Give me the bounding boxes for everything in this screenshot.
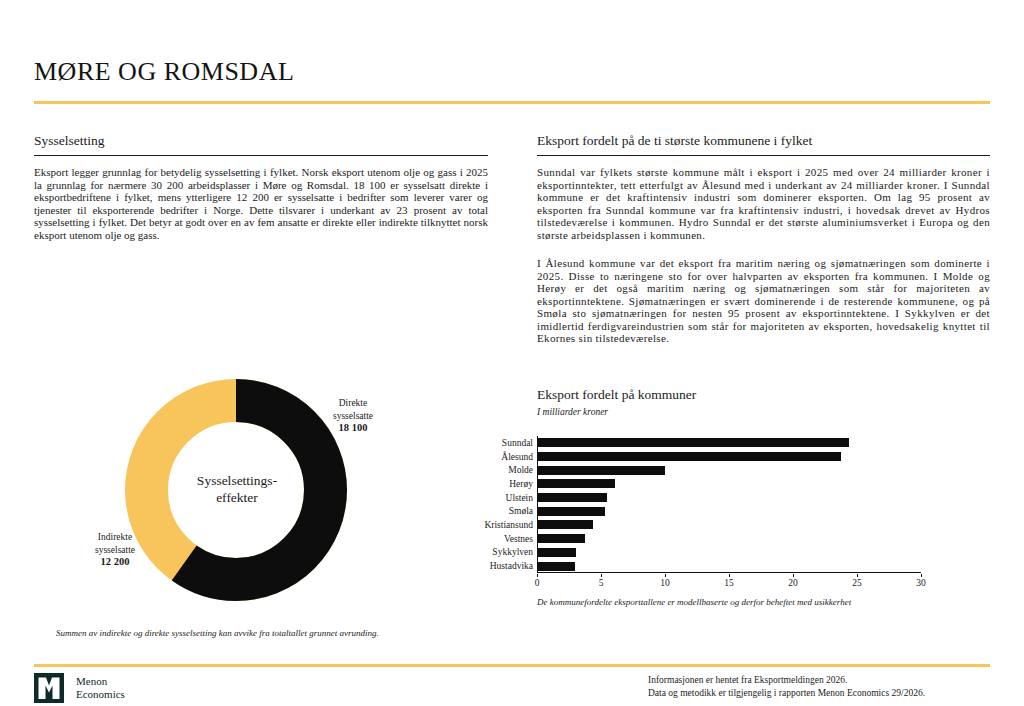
- bar-row-ålesund: Ålesund: [538, 450, 921, 464]
- x-axis-tick: [921, 574, 922, 577]
- content-columns: Sysselsetting Eksport legger grunnlag fo…: [0, 133, 1024, 345]
- x-axis-tick-label: 25: [852, 578, 862, 588]
- bar-chart-x-axis: 051015202530: [537, 574, 921, 588]
- right-section-paragraph-2: I Ålesund kommune var det eksport fra ma…: [537, 257, 990, 345]
- bar-label: Vestnes: [504, 534, 538, 544]
- bar-row-smøla: Smøla: [538, 504, 921, 518]
- footer-brand: Menon Economics: [34, 673, 125, 703]
- bar-chart-plot: SunndalÅlesundMoldeHerøyUlsteinSmølaKris…: [537, 436, 921, 573]
- donut-center-line2: effekter: [197, 489, 277, 506]
- bar-row-sykkylven: Sykkylven: [538, 546, 921, 560]
- bar-label: Herøy: [509, 479, 538, 489]
- footer-note-2: Data og metodikk er tilgjengelig i rappo…: [648, 687, 925, 700]
- bar-label: Sunndal: [502, 438, 538, 448]
- x-axis-tick-label: 0: [535, 578, 540, 588]
- footer-notes: Informasjonen er hentet fra Eksportmeldi…: [648, 674, 925, 700]
- bar: [538, 520, 593, 529]
- bar-label: Sykkylven: [492, 547, 538, 557]
- bar-row-herøy: Herøy: [538, 477, 921, 491]
- x-axis-tick: [665, 574, 666, 577]
- left-section-heading: Sysselsetting: [34, 133, 488, 156]
- donut-center-label: Sysselsettings- effekter: [197, 472, 277, 506]
- bar-label: Ulstein: [506, 493, 538, 503]
- right-section-paragraph-1: Sunndal var fylkets største kommune målt…: [537, 166, 990, 241]
- x-axis-tick-label: 15: [724, 578, 734, 588]
- donut-label-indirekte: Indirekte sysselsatte 12 200: [95, 531, 135, 569]
- bar-row-sunndal: Sunndal: [538, 436, 921, 450]
- bar-label: Smøla: [509, 506, 538, 516]
- bar-row-hustadvika: Hustadvika: [538, 559, 921, 573]
- x-axis-tick-label: 5: [599, 578, 604, 588]
- bar-row-kristiansund: Kristiansund: [538, 518, 921, 532]
- menon-logo-m: [34, 673, 64, 703]
- right-column: Eksport fordelt på de ti største kommune…: [537, 133, 990, 345]
- footer-brand-name: Menon Economics: [76, 673, 125, 703]
- bar: [538, 438, 849, 447]
- x-axis-tick: [537, 574, 538, 577]
- donut-chart: Sysselsettings- effekter Direkte syssels…: [34, 379, 488, 605]
- donut-footnote: Summen av indirekte og direkte sysselset…: [56, 628, 379, 638]
- left-section-body: Eksport legger grunnlag for betydelig sy…: [34, 166, 488, 241]
- bar-row-ulstein: Ulstein: [538, 491, 921, 505]
- right-section-heading: Eksport fordelt på de ti største kommune…: [537, 133, 990, 156]
- donut-label-direkte: Direkte sysselsatte 18 100: [333, 397, 373, 435]
- bar-label: Ålesund: [501, 452, 538, 462]
- x-axis-tick: [793, 574, 794, 577]
- x-axis-tick: [729, 574, 730, 577]
- bar-chart-footnote: De kommunefordelte eksporttallene er mod…: [537, 597, 851, 607]
- menon-logo-icon: [34, 673, 64, 703]
- x-axis-tick-label: 10: [660, 578, 670, 588]
- donut-center-line1: Sysselsettings-: [197, 472, 277, 489]
- bar-label: Hustadvika: [490, 561, 538, 571]
- footer-divider: [34, 664, 990, 667]
- bar: [538, 507, 605, 516]
- bar: [538, 466, 665, 475]
- bar: [538, 534, 585, 543]
- bar: [538, 452, 841, 461]
- bar-chart-title: Eksport fordelt på kommuner: [537, 387, 696, 403]
- left-column: Sysselsetting Eksport legger grunnlag fo…: [34, 133, 488, 345]
- bar-label: Molde: [508, 465, 538, 475]
- x-axis-tick-label: 20: [788, 578, 798, 588]
- bar-row-molde: Molde: [538, 463, 921, 477]
- bar: [538, 562, 575, 571]
- footer-note-1: Informasjonen er hentet fra Eksportmeldi…: [648, 674, 925, 687]
- x-axis-tick: [857, 574, 858, 577]
- top-divider: [34, 101, 990, 104]
- bar: [538, 493, 607, 502]
- bar: [538, 479, 615, 488]
- x-axis-tick: [601, 574, 602, 577]
- bar-label: Kristiansund: [484, 520, 538, 530]
- bar: [538, 548, 576, 557]
- bar-row-vestnes: Vestnes: [538, 532, 921, 546]
- x-axis-tick-label: 30: [916, 578, 926, 588]
- page-title: MØRE OG ROMSDAL: [34, 57, 990, 87]
- bar-chart-subtitle: I milliarder kroner: [537, 407, 608, 417]
